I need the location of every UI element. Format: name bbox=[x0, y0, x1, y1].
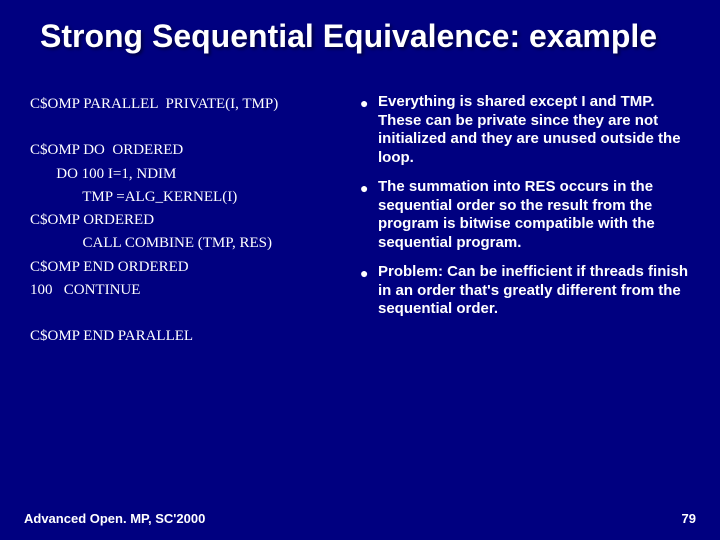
bullet-list: ● Everything is shared except I and TMP.… bbox=[360, 93, 690, 349]
content-area: C$OMP PARALLEL PRIVATE(I, TMP) C$OMP DO … bbox=[0, 55, 720, 349]
slide-title: Strong Sequential Equivalence: example bbox=[0, 18, 720, 55]
bullet-item: ● Everything is shared except I and TMP.… bbox=[360, 93, 690, 168]
code-block: C$OMP PARALLEL PRIVATE(I, TMP) C$OMP DO … bbox=[30, 93, 340, 349]
bullet-item: ● Problem: Can be inefficient if threads… bbox=[360, 263, 690, 319]
bullet-text: The summation into RES occurs in the seq… bbox=[378, 178, 690, 253]
bullet-text: Problem: Can be inefficient if threads f… bbox=[378, 263, 690, 319]
page-number: 79 bbox=[682, 511, 696, 526]
bullet-icon: ● bbox=[360, 178, 378, 253]
bullet-text: Everything is shared except I and TMP. T… bbox=[378, 93, 690, 168]
bullet-icon: ● bbox=[360, 263, 378, 319]
footer-left: Advanced Open. MP, SC'2000 bbox=[24, 511, 205, 526]
bullet-icon: ● bbox=[360, 93, 378, 168]
bullet-item: ● The summation into RES occurs in the s… bbox=[360, 178, 690, 253]
slide: Strong Sequential Equivalence: example C… bbox=[0, 0, 720, 540]
